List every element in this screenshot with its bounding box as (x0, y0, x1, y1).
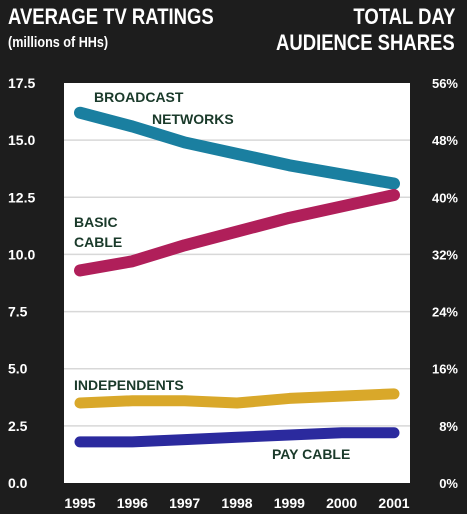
y-tick-label-right: 56% (432, 76, 458, 91)
y-tick-label-left: 17.5 (8, 75, 35, 91)
series-label-independents: INDEPENDENTS (74, 377, 184, 393)
y-tick-label-left: 10.0 (8, 246, 35, 262)
y-tick-label-left: 15.0 (8, 132, 35, 148)
series-labels: BROADCAST NETWORKS BASIC CABLE INDEPENDENTS P… (74, 89, 350, 462)
x-tick-label: 1997 (169, 495, 200, 511)
y-tick-label-left: 2.5 (8, 418, 28, 434)
y-tick-label-right: 0% (439, 476, 458, 491)
x-tick-label: 2000 (326, 495, 357, 511)
series-line-pay-cable (74, 427, 400, 448)
series-label-basic-cable: CABLE (74, 234, 122, 250)
x-tick-label: 1995 (64, 495, 95, 511)
y-tick-label-right: 32% (432, 247, 458, 262)
chart-title-right-line2: AUDIENCE SHARES (276, 30, 455, 55)
x-tick-label: 2001 (378, 495, 409, 511)
y-tick-label-left: 7.5 (8, 304, 28, 320)
x-axis: 1995 1996 1997 1998 1999 2000 2001 (64, 495, 409, 511)
series-label-broadcast-networks: BROADCAST (94, 89, 184, 105)
chart-subtitle-left: (millions of HHs) (8, 34, 109, 51)
right-axis: 0% 8% 16% 24% 32% 40% 48% 56% (432, 76, 458, 491)
chart-title-left: AVERAGE TV RATINGS (8, 4, 214, 29)
series-layer (74, 106, 400, 448)
x-tick-label: 1999 (274, 495, 305, 511)
chart-title-right-line1: TOTAL DAY (352, 4, 455, 29)
plot-area (64, 83, 410, 483)
y-tick-label-right: 8% (439, 419, 458, 434)
y-tick-label-left: 5.0 (8, 361, 28, 377)
y-tick-label-left: 0.0 (8, 475, 28, 491)
series-label-pay-cable: PAY CABLE (272, 446, 350, 462)
grid-lines (64, 139, 410, 427)
series-line-broadcast-networks (74, 106, 400, 190)
y-tick-label-right: 48% (432, 133, 458, 148)
series-label-basic-cable: BASIC (74, 214, 118, 230)
y-tick-label-left: 12.5 (8, 189, 35, 205)
left-axis: 0.0 2.5 5.0 7.5 10.0 12.5 15.0 17.5 (8, 75, 35, 491)
x-tick-label: 1996 (117, 495, 148, 511)
y-tick-label-right: 24% (432, 305, 458, 320)
series-line-basic-cable (74, 189, 400, 277)
y-tick-label-right: 40% (432, 190, 458, 205)
y-tick-label-right: 16% (432, 362, 458, 377)
series-label-broadcast-networks: NETWORKS (152, 111, 234, 127)
series-line-independents (74, 388, 400, 409)
x-tick-label: 1998 (221, 495, 252, 511)
